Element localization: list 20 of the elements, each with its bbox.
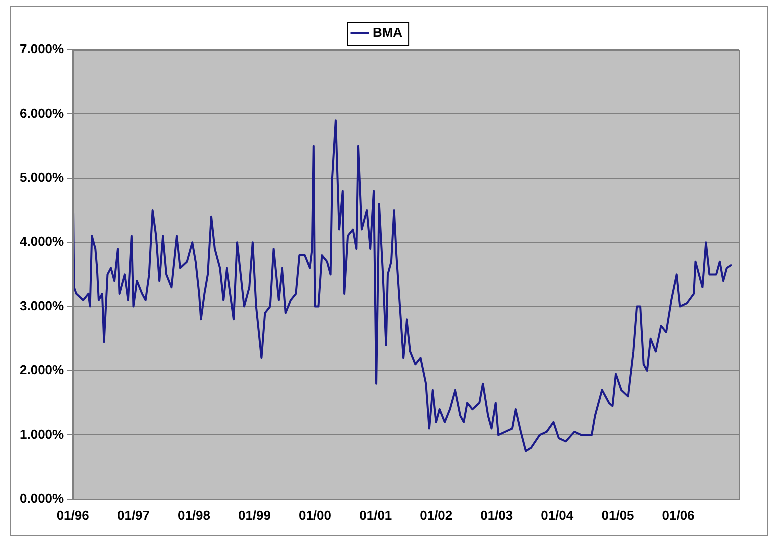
x-tick-label: 01/06 xyxy=(662,508,695,523)
y-tick-label: 0.000% xyxy=(20,490,65,506)
x-tick-label: 01/96 xyxy=(56,508,90,523)
y-tick-label: 2.000% xyxy=(20,362,65,378)
legend-label: BMA xyxy=(372,25,404,40)
x-tick-label: 01/01 xyxy=(360,508,392,523)
y-tick-label: 5.000% xyxy=(20,170,65,185)
y-tick-label: 7.000% xyxy=(20,42,65,57)
x-tick-label: 01/02 xyxy=(420,508,453,523)
x-tick-label: 01/99 xyxy=(238,508,272,523)
y-tick-label: 6.000% xyxy=(20,106,65,121)
y-tick-label: 3.000% xyxy=(20,298,65,314)
x-tick-label: 01/05 xyxy=(602,508,634,523)
x-tick-label: 01/04 xyxy=(541,508,574,523)
x-tick-label: 01/03 xyxy=(480,508,514,523)
x-tick-label: 01/98 xyxy=(178,508,211,523)
y-tick-label: 1.000% xyxy=(20,426,65,442)
y-tick-label: 4.000% xyxy=(20,234,65,250)
x-tick-label: 01/97 xyxy=(117,508,150,523)
x-tick-label: 01/00 xyxy=(298,508,332,523)
